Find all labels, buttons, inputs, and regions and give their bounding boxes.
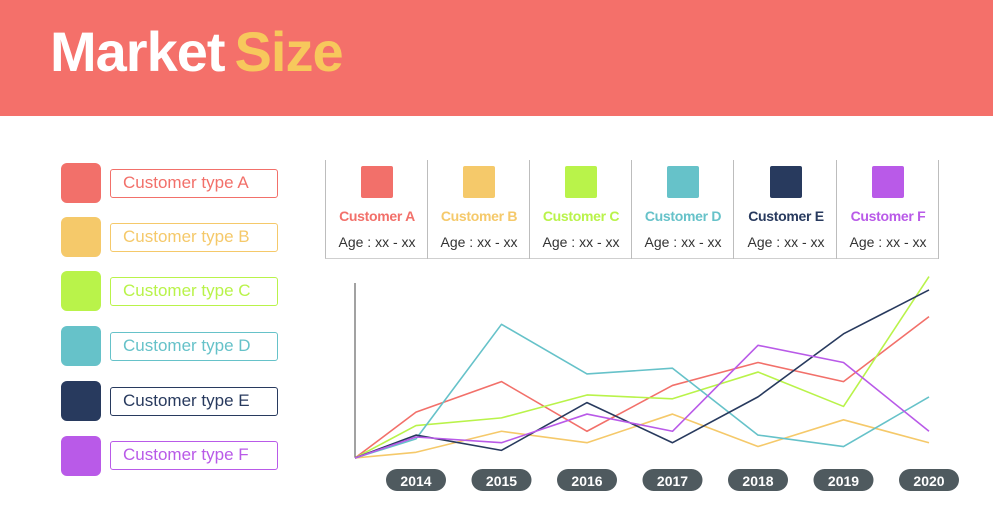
legend-label-d: Customer type D [110, 332, 278, 361]
legend-label-a: Customer type A [110, 169, 278, 198]
customer-b-name: Customer B [440, 208, 518, 224]
x-tick-2019: 2019 [813, 469, 874, 491]
customer-col-b: Customer B Age : xx - xx [428, 160, 530, 259]
customer-c-name: Customer C [542, 208, 620, 224]
legend-label-f: Customer type F [110, 441, 278, 470]
series-line-customer-f [354, 344, 930, 459]
x-tick-2015: 2015 [471, 469, 532, 491]
page-title: Market Size [50, 20, 344, 84]
customer-col-e: Customer E Age : xx - xx [735, 160, 837, 259]
customer-d-square [667, 166, 699, 198]
customer-b-age: Age : xx - xx [440, 234, 518, 250]
x-tick-pill [386, 469, 446, 491]
legend-label-e: Customer type E [110, 387, 278, 416]
x-tick-pill [642, 469, 703, 491]
legend-swatch-c [61, 271, 101, 311]
customer-a-name: Customer A [339, 208, 415, 224]
x-tick-2020: 2020 [899, 469, 959, 491]
x-tick-pill [728, 469, 788, 491]
legend-swatch-b [61, 217, 101, 257]
customer-a-age: Age : xx - xx [338, 234, 416, 250]
x-tick-label: 2017 [657, 473, 688, 489]
customer-e-name: Customer E [748, 208, 824, 224]
customer-col-d: Customer D Age : xx - xx [632, 160, 734, 259]
x-tick-label: 2016 [571, 473, 602, 489]
legend-swatch-d [61, 326, 101, 366]
x-tick-label: 2020 [913, 473, 944, 489]
customer-d-age: Age : xx - xx [644, 234, 722, 250]
x-tick-label: 2018 [742, 473, 773, 489]
customer-c-square [565, 166, 597, 198]
x-tick-pill [813, 469, 874, 491]
series-line-customer-a [354, 316, 930, 459]
customer-header: Customer A Age : xx - xx Customer B Age … [325, 160, 939, 259]
x-tick-2017: 2017 [642, 469, 703, 491]
title-word-market: Market [50, 20, 226, 83]
x-tick-pill [557, 469, 617, 491]
title-word-size: Size [234, 20, 344, 83]
series-line-customer-d [354, 323, 930, 459]
x-tick-label: 2019 [828, 473, 859, 489]
customer-d-name: Customer D [644, 208, 722, 224]
customer-e-square [770, 166, 802, 198]
x-tick-pill [899, 469, 959, 491]
x-tick-2018: 2018 [728, 469, 788, 491]
customer-f-age: Age : xx - xx [849, 234, 927, 250]
header-banner: Market Size [0, 0, 993, 116]
customer-c-age: Age : xx - xx [542, 234, 620, 250]
customer-b-square [463, 166, 495, 198]
customer-f-name: Customer F [850, 208, 926, 224]
x-tick-label: 2015 [486, 473, 517, 489]
series-line-customer-b [354, 413, 930, 459]
customer-a-square [361, 166, 393, 198]
customer-col-f: Customer F Age : xx - xx [837, 160, 939, 259]
x-tick-pill [471, 469, 532, 491]
legend-swatch-e [61, 381, 101, 421]
series-line-customer-c [354, 276, 930, 459]
x-tick-label: 2014 [400, 473, 431, 489]
customer-f-square [872, 166, 904, 198]
line-chart: 2014 2015 2016 2017 2018 2019 2020 [354, 276, 959, 491]
customer-col-a: Customer A Age : xx - xx [326, 160, 428, 259]
customer-e-age: Age : xx - xx [747, 234, 825, 250]
series-line-customer-e [354, 289, 930, 459]
x-tick-2016: 2016 [557, 469, 617, 491]
legend-swatch-f [61, 436, 101, 476]
legend-label-c: Customer type C [110, 277, 278, 306]
legend-swatch-a [61, 163, 101, 203]
x-tick-2014: 2014 [386, 469, 446, 491]
legend-label-b: Customer type B [110, 223, 278, 252]
customer-col-c: Customer C Age : xx - xx [530, 160, 632, 259]
